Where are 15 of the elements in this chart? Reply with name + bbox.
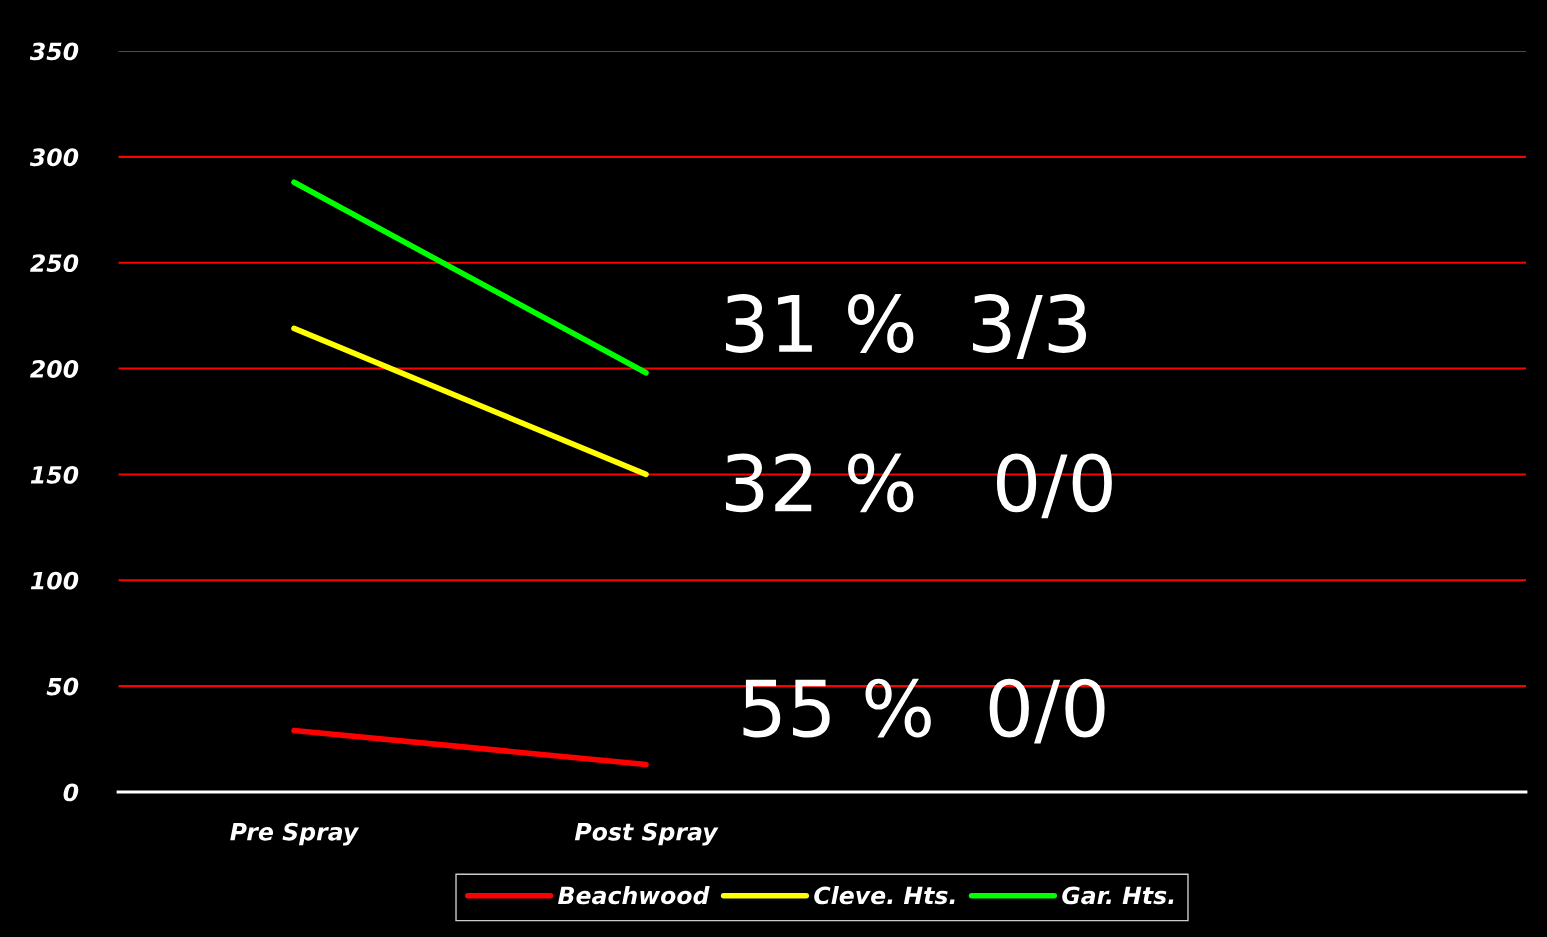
x-tick-label: Post Spray (574, 822, 719, 846)
legend-label: Beachwood (558, 886, 710, 905)
y-tick-label: 350 (29, 42, 79, 61)
y-tick-label: 50 (46, 677, 79, 696)
annotation: 31 % 3/3 (725, 294, 1087, 360)
y-tick-label: 200 (30, 360, 79, 378)
annotation: 55 % 0/0 (743, 678, 1105, 744)
y-tick-label: 0 (63, 783, 79, 802)
y-tick-label: 250 (30, 254, 79, 273)
y-tick-label: 150 (30, 465, 79, 484)
y-tick-label: 300 (29, 148, 79, 167)
legend-label: Gar. Hts. (1062, 886, 1174, 905)
legend-label: Cleve. Hts. (814, 886, 955, 905)
x-tick-label: Pre Spray (230, 822, 360, 846)
y-tick-label: 100 (30, 571, 79, 590)
